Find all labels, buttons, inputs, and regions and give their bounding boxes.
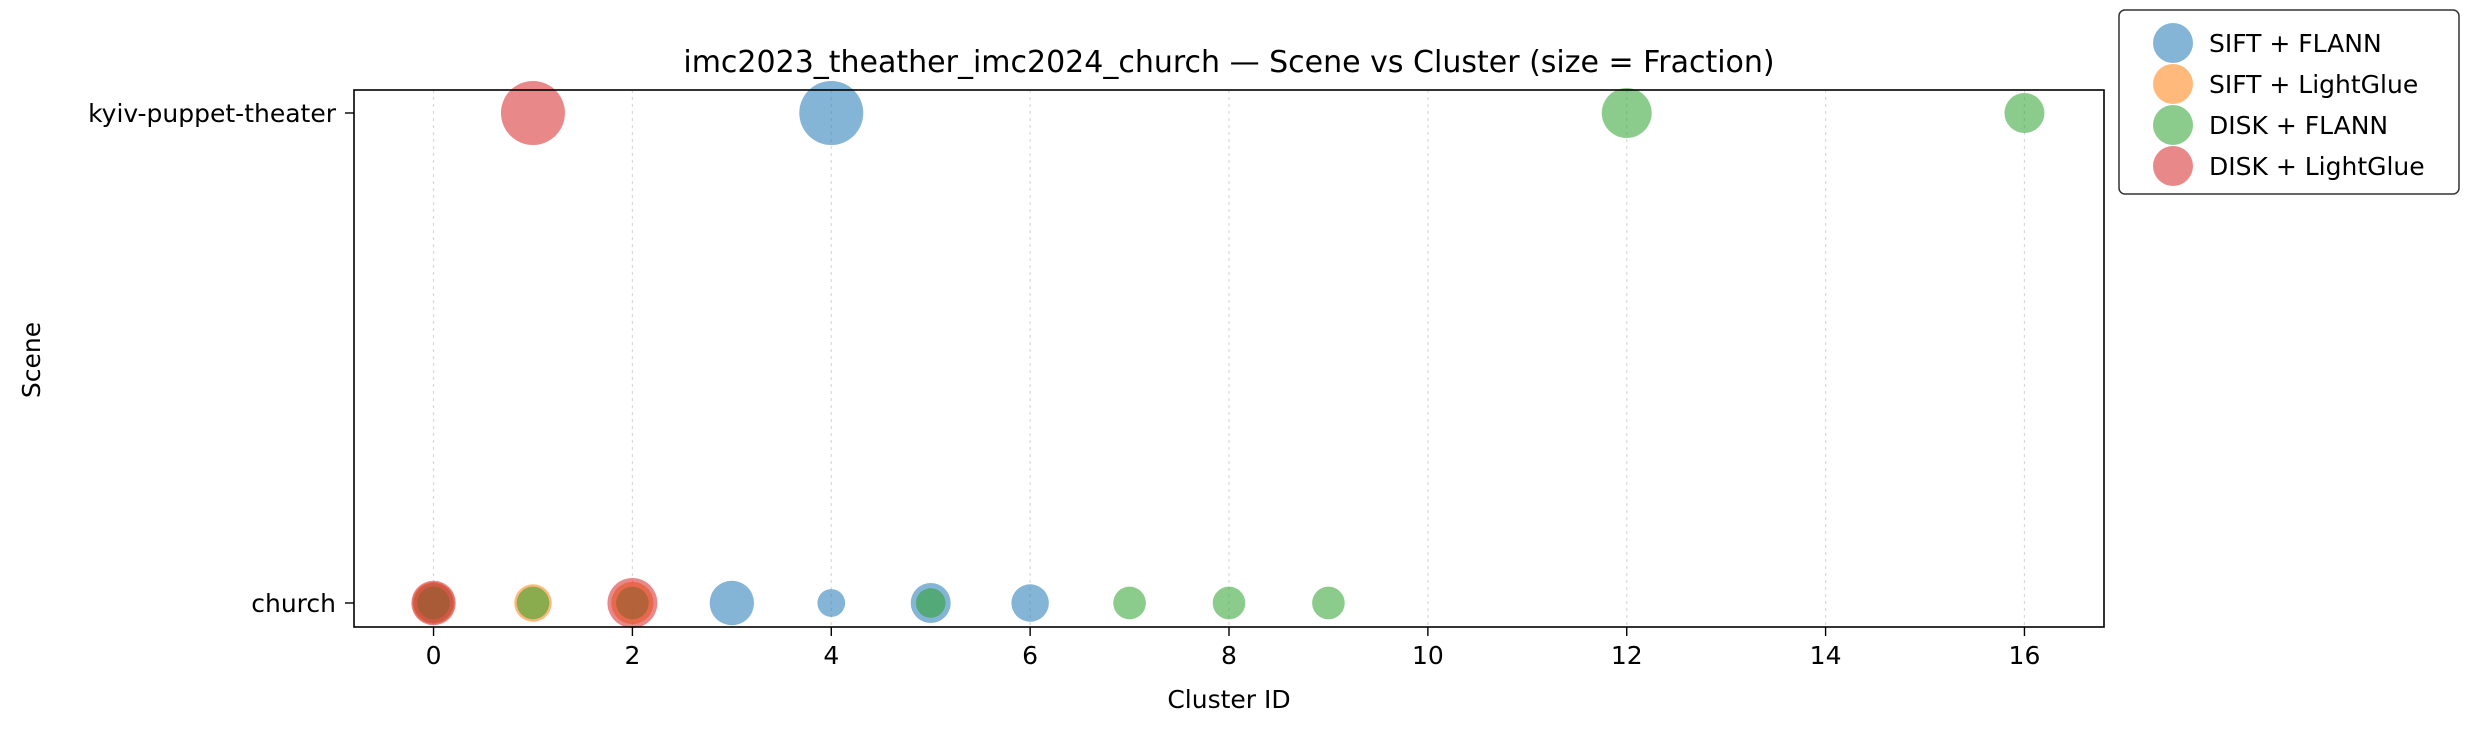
legend-label: DISK + LightGlue	[2209, 152, 2425, 181]
x-tick-label: 8	[1221, 641, 1237, 670]
grid-lines	[432, 90, 2026, 627]
x-tick-label: 12	[1611, 641, 1643, 670]
legend-marker	[2153, 23, 2193, 63]
data-point	[915, 588, 946, 618]
chart-title: imc2023_theather_imc2024_church — Scene …	[683, 45, 1774, 80]
data-point	[2004, 93, 2045, 133]
x-tick-label: 14	[1810, 641, 1842, 670]
data-point	[411, 580, 456, 626]
legend-label: SIFT + LightGlue	[2209, 70, 2418, 99]
legend-marker	[2153, 146, 2193, 186]
legend: SIFT + FLANN SIFT + LightGlue DISK + FLANN…	[2118, 9, 2460, 195]
legend-label: SIFT + FLANN	[2209, 29, 2382, 58]
x-axis-ticks: 0 2 4 6 8 10 12 14 16	[426, 627, 2041, 670]
x-tick-label: 10	[1412, 641, 1444, 670]
data-point	[1212, 586, 1246, 620]
y-tick-label: kyiv-puppet-theater	[88, 99, 337, 128]
x-tick-label: 0	[426, 641, 442, 670]
data-point	[607, 578, 658, 628]
data-point	[1011, 584, 1049, 622]
data-points	[411, 81, 2045, 628]
x-tick-label: 4	[823, 641, 839, 670]
data-point	[1113, 586, 1146, 620]
x-axis-label: Cluster ID	[1167, 685, 1290, 714]
y-tick-label: church	[251, 589, 336, 618]
y-axis-ticks: church kyiv-puppet-theater	[88, 99, 354, 618]
y-axis-label: Scene	[17, 322, 46, 398]
x-tick-label: 2	[624, 641, 640, 670]
legend-marker	[2153, 64, 2193, 104]
legend-frame	[2118, 9, 2460, 195]
data-point	[500, 81, 565, 145]
x-tick-label: 6	[1022, 641, 1038, 670]
data-point	[1312, 586, 1345, 620]
data-point	[1601, 88, 1652, 138]
data-point	[817, 589, 846, 617]
data-point	[799, 81, 864, 145]
data-point	[709, 580, 755, 626]
x-tick-label: 16	[2009, 641, 2041, 670]
data-point	[516, 586, 550, 620]
legend-marker	[2153, 105, 2193, 145]
legend-label: DISK + FLANN	[2209, 111, 2388, 140]
